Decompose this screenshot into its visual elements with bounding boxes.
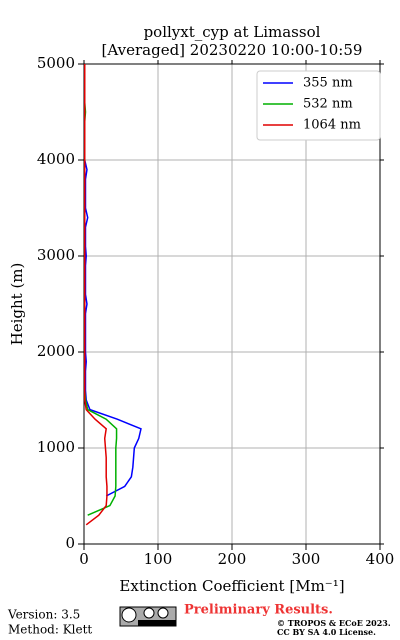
legend-label: 355 nm <box>303 76 353 91</box>
cc-icon <box>121 607 137 623</box>
x-axis-label: Extinction Coefficient [Mm⁻¹] <box>119 577 344 595</box>
preliminary-note: Preliminary Results. <box>184 603 333 618</box>
chart-subtitle: [Averaged] 20230220 10:00-10:59 <box>102 41 363 59</box>
version: Version: 3.5 <box>7 608 80 622</box>
y-axis-label: Height (m) <box>8 263 26 346</box>
x-tick-label: 100 <box>144 550 173 568</box>
x-tick-label: 300 <box>292 550 321 568</box>
y-tick-label: 2000 <box>37 342 75 360</box>
legend-label: 532 nm <box>303 97 353 112</box>
profile-line <box>83 64 108 526</box>
sa-icon <box>157 607 169 619</box>
copyright: © TROPOS & ECoE 2023. <box>277 618 391 628</box>
x-tick-label: 0 <box>79 550 89 568</box>
y-tick-label: 1000 <box>37 438 75 456</box>
x-tick-label: 200 <box>218 550 247 568</box>
profile-line <box>83 64 142 497</box>
chart-title: pollyxt_cyp at Limassol <box>144 23 321 41</box>
by-icon <box>143 607 155 619</box>
cc-band <box>138 620 176 626</box>
y-tick-label: 4000 <box>37 150 75 168</box>
license: CC BY SA 4.0 License. <box>277 627 376 637</box>
legend-box <box>256 70 381 141</box>
y-tick-label: 5000 <box>37 54 75 72</box>
legend-label: 1064 nm <box>303 118 361 133</box>
y-tick-label: 0 <box>65 534 75 552</box>
x-tick-label: 400 <box>366 550 395 568</box>
y-tick-label: 3000 <box>37 246 75 264</box>
method: Method: Klett <box>8 623 92 637</box>
